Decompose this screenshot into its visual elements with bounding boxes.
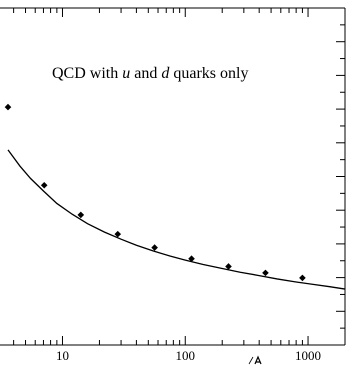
data-point (299, 274, 306, 282)
annotation-prefix: QCD with (52, 65, 122, 82)
label-glyph-fragment (254, 355, 262, 365)
axis-ticks (13, 7, 346, 346)
data-point (77, 211, 85, 219)
annotation-and: and (130, 65, 161, 82)
cropped-axis-label-fragment (248, 355, 262, 365)
data-points (4, 103, 306, 282)
chart-annotation: QCD with u and d quarks only (52, 65, 248, 82)
annotation-d: d (161, 65, 170, 82)
x-tick-label-1000: 1000 (295, 348, 321, 363)
data-point (262, 269, 269, 277)
data-point (188, 255, 195, 263)
data-point (40, 181, 48, 189)
x-tick-labels: 10 100 1000 (56, 348, 321, 363)
data-point (4, 103, 12, 111)
data-point (151, 244, 158, 251)
x-tick-label-10: 10 (56, 348, 69, 363)
annotation-u: u (122, 65, 130, 82)
fit-curve (7, 149, 346, 290)
annotation-suffix: quarks only (169, 65, 248, 82)
label-slash-fragment (248, 356, 254, 365)
data-point (114, 230, 122, 238)
data-point (225, 263, 232, 270)
x-tick-label-100: 100 (176, 348, 196, 363)
plot-frame (0, 7, 346, 346)
